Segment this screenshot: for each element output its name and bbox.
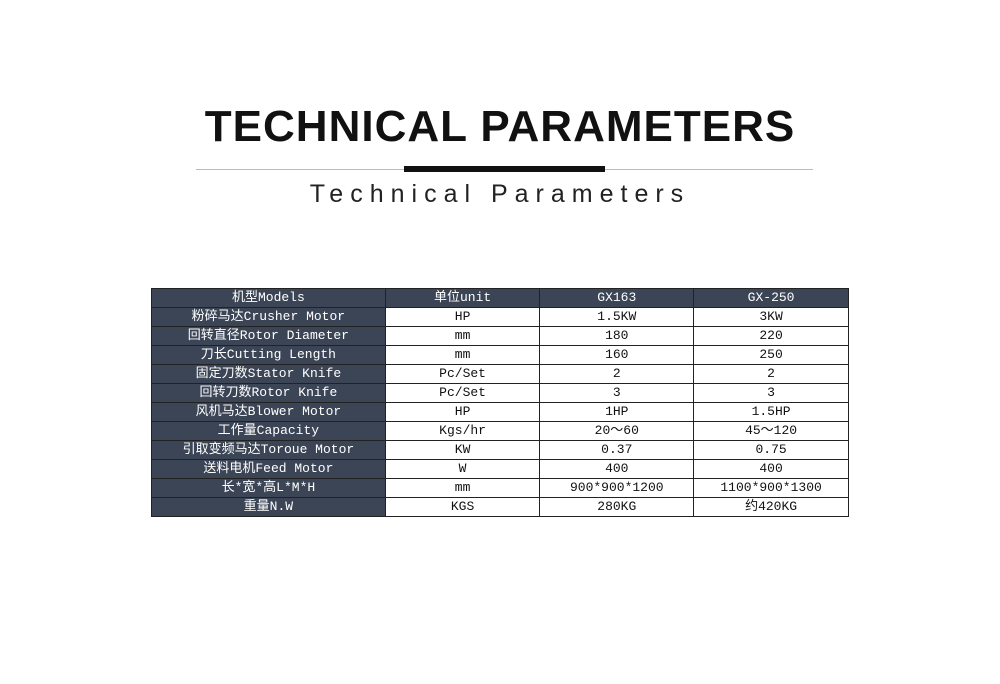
table-header-cell: GX163 xyxy=(539,288,695,308)
table-cell: 45～120 xyxy=(693,421,849,441)
table-cell: 250 xyxy=(693,345,849,365)
table-cell: mm xyxy=(384,345,541,365)
table-row: 长*宽*高L*M*H mm 900*900*1200 1100*900*1300 xyxy=(151,478,849,498)
table-cell: 0.75 xyxy=(693,440,849,460)
table-row: 固定刀数Stator Knife Pc/Set 2 2 xyxy=(151,364,849,384)
row-label: 固定刀数Stator Knife xyxy=(151,364,386,384)
table-cell: KW xyxy=(384,440,541,460)
row-label: 刀长Cutting Length xyxy=(151,345,386,365)
row-label: 回转直径Rotor Diameter xyxy=(151,326,386,346)
table-header-cell: 单位unit xyxy=(384,288,541,308)
table-cell: KGS xyxy=(384,497,541,517)
table-cell: mm xyxy=(384,478,541,498)
table-cell: Kgs/hr xyxy=(384,421,541,441)
table-cell: 900*900*1200 xyxy=(539,478,695,498)
table-cell: mm xyxy=(384,326,541,346)
row-label: 风机马达Blower Motor xyxy=(151,402,386,422)
table-row: 刀长Cutting Length mm 160 250 xyxy=(151,345,849,365)
table-cell: 400 xyxy=(539,459,695,479)
table-cell: Pc/Set xyxy=(384,383,541,403)
table-row: 回转直径Rotor Diameter mm 180 220 xyxy=(151,326,849,346)
row-label: 重量N.W xyxy=(151,497,386,517)
table-row: 送料电机Feed Motor W 400 400 xyxy=(151,459,849,479)
row-label: 回转刀数Rotor Knife xyxy=(151,383,386,403)
table-cell: HP xyxy=(384,307,541,327)
table-cell: Pc/Set xyxy=(384,364,541,384)
table-cell: 160 xyxy=(539,345,695,365)
table-cell: 1.5HP xyxy=(693,402,849,422)
table-cell: 3 xyxy=(539,383,695,403)
table-cell: 1100*900*1300 xyxy=(693,478,849,498)
page-subtitle: Technical Parameters xyxy=(309,180,691,208)
table-cell: 2 xyxy=(539,364,695,384)
table-cell: 400 xyxy=(693,459,849,479)
table-cell: 1.5KW xyxy=(539,307,695,327)
table-cell: 1HP xyxy=(539,402,695,422)
divider-accent xyxy=(404,166,605,172)
parameters-table: 机型Models 单位unit GX163 GX-250 粉碎马达Crusher Mot… xyxy=(151,288,849,517)
table-header-cell: GX-250 xyxy=(693,288,849,308)
table-header-row: 机型Models 单位unit GX163 GX-250 xyxy=(151,288,849,308)
table-row: 重量N.W KGS 280KG 约420KG xyxy=(151,497,849,517)
table-cell: W xyxy=(384,459,541,479)
row-label: 送料电机Feed Motor xyxy=(151,459,386,479)
table-cell: 0.37 xyxy=(539,440,695,460)
row-label: 长*宽*高L*M*H xyxy=(151,478,386,498)
table-cell: 180 xyxy=(539,326,695,346)
table-cell: HP xyxy=(384,402,541,422)
table-row: 粉碎马达Crusher Motor HP 1.5KW 3KW xyxy=(151,307,849,327)
table-row: 风机马达Blower Motor HP 1HP 1.5HP xyxy=(151,402,849,422)
row-label: 工作量Capacity xyxy=(151,421,386,441)
table-header-cell: 机型Models xyxy=(151,288,386,308)
table-row: 工作量Capacity Kgs/hr 20～60 45～120 xyxy=(151,421,849,441)
table-cell: 3 xyxy=(693,383,849,403)
table-cell: 2 xyxy=(693,364,849,384)
table-cell: 280KG xyxy=(539,497,695,517)
table-cell: 220 xyxy=(693,326,849,346)
table-cell: 20～60 xyxy=(539,421,695,441)
table-cell: 约420KG xyxy=(693,497,849,517)
table-row: 回转刀数Rotor Knife Pc/Set 3 3 xyxy=(151,383,849,403)
row-label: 粉碎马达Crusher Motor xyxy=(151,307,386,327)
table-cell: 3KW xyxy=(693,307,849,327)
page-title: TECHNICAL PARAMETERS xyxy=(204,102,796,151)
table-row: 引取变频马达Toroue Motor KW 0.37 0.75 xyxy=(151,440,849,460)
row-label: 引取变频马达Toroue Motor xyxy=(151,440,386,460)
